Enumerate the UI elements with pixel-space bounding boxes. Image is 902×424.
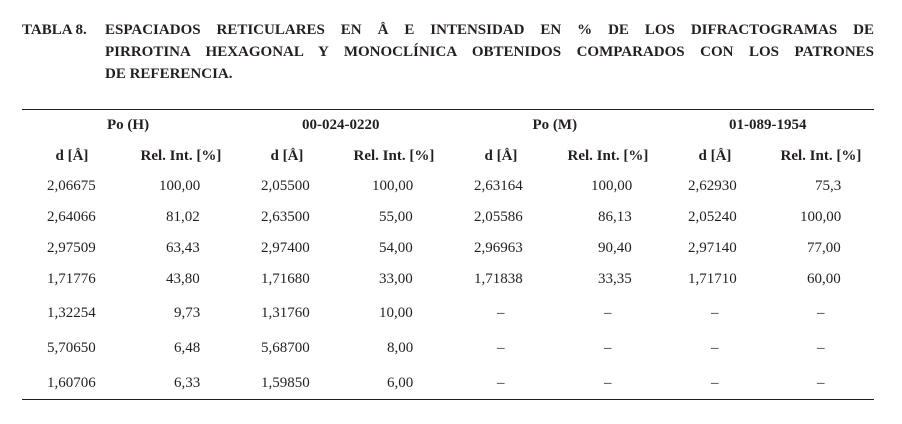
column-header: d [Å] — [698, 148, 732, 164]
column-header: d [Å] — [55, 148, 89, 164]
table-cell: 1,71680 — [261, 271, 310, 287]
table-cell: 8,00 — [387, 340, 414, 356]
table-cell: 2,96963 — [474, 240, 523, 256]
column-header: d [Å] — [270, 148, 304, 164]
column-header: Rel. Int. [%] — [780, 148, 862, 164]
table-cell: – — [604, 340, 612, 356]
column-header: Rel. Int. [%] — [567, 148, 649, 164]
table-cell: 75,3 — [815, 178, 842, 194]
top-rule — [22, 109, 874, 110]
column-header: d [Å] — [484, 148, 518, 164]
group-header: Po (M) — [532, 117, 578, 133]
table-cell: 33,35 — [598, 271, 632, 287]
table-cell: 1,71776 — [47, 271, 96, 287]
column-header: Rel. Int. [%] — [353, 148, 435, 164]
table-cell: 43,80 — [166, 271, 200, 287]
table-cell: 6,33 — [174, 375, 201, 391]
table-cell: 2,05500 — [261, 178, 310, 194]
table-cell: 2,05240 — [688, 209, 737, 225]
table-cell: 100,00 — [159, 178, 201, 194]
table-cell: 55,00 — [379, 209, 413, 225]
table-cell: 6,00 — [387, 375, 414, 391]
table-cell: – — [711, 375, 719, 391]
caption-line: PIRROTINA HEXAGONAL Y MONOCLÍNICA OBTENI… — [105, 44, 874, 60]
table-cell: 1,31760 — [261, 305, 310, 321]
caption-line: DE REFERENCIA. — [105, 66, 233, 82]
table-cell: 1,71838 — [474, 271, 523, 287]
table-cell: 2,06675 — [47, 178, 96, 194]
group-header: 00-024-0220 — [302, 117, 380, 133]
table-cell: 1,60706 — [47, 375, 96, 391]
caption-label: TABLA 8. — [22, 22, 87, 38]
table-cell: 100,00 — [800, 209, 842, 225]
table-cell: 33,00 — [379, 271, 413, 287]
table-cell: 2,63164 — [474, 178, 523, 194]
table-cell: – — [497, 305, 505, 321]
table-cell: 2,05586 — [474, 209, 523, 225]
table-cell: 86,13 — [598, 209, 632, 225]
table-cell: 2,97400 — [261, 240, 310, 256]
table-cell: 10,00 — [379, 305, 413, 321]
table-cell: 1,32254 — [47, 305, 96, 321]
table-cell: – — [817, 305, 825, 321]
table-cell: 63,43 — [166, 240, 200, 256]
table-cell: – — [497, 340, 505, 356]
table-cell: 77,00 — [807, 240, 841, 256]
table-cell: – — [817, 375, 825, 391]
table-cell: 2,63500 — [261, 209, 310, 225]
table-cell: 90,40 — [598, 240, 632, 256]
table-cell: – — [604, 305, 612, 321]
table-cell: 1,71710 — [688, 271, 737, 287]
table-cell: – — [817, 340, 825, 356]
group-header: 01-089-1954 — [729, 117, 807, 133]
table-cell: 5,68700 — [261, 340, 310, 356]
bottom-rule — [22, 399, 874, 400]
table-cell: 9,73 — [174, 305, 201, 321]
table-cell: 100,00 — [591, 178, 633, 194]
caption-line: ESPACIADOS RETICULARES EN Å E INTENSIDAD… — [105, 22, 874, 38]
table-cell: – — [711, 305, 719, 321]
table-cell: – — [497, 375, 505, 391]
table-cell: 2,64066 — [47, 209, 96, 225]
table-cell: 100,00 — [372, 178, 414, 194]
table-cell: 6,48 — [174, 340, 201, 356]
table-cell: 81,02 — [166, 209, 200, 225]
table-cell: – — [604, 375, 612, 391]
group-header: Po (H) — [107, 117, 150, 133]
table-cell: 5,70650 — [47, 340, 96, 356]
table-cell: 54,00 — [379, 240, 413, 256]
table-cell: – — [711, 340, 719, 356]
table-cell: 1,59850 — [261, 375, 310, 391]
table-cell: 2,97140 — [688, 240, 737, 256]
table-cell: 60,00 — [807, 271, 841, 287]
column-header: Rel. Int. [%] — [140, 148, 222, 164]
table-cell: 2,62930 — [688, 178, 737, 194]
table-cell: 2,97509 — [47, 240, 96, 256]
